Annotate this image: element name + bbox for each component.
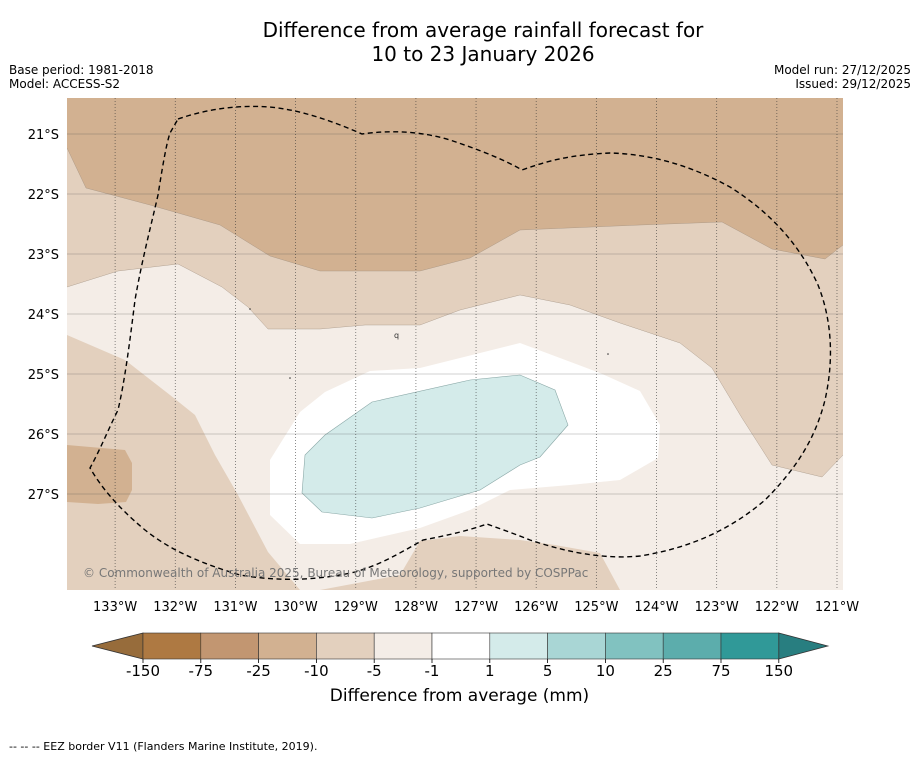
issued-date: Issued: 29/12/2025 — [795, 77, 911, 91]
lat-label: 21°S — [28, 128, 59, 143]
lat-label: 24°S — [28, 308, 59, 323]
colorbar-segment — [605, 632, 664, 660]
base-period: Base period: 1981-2018 — [9, 63, 154, 77]
lon-label: 124°W — [634, 600, 678, 615]
lat-label: 25°S — [28, 368, 59, 383]
title-line-1: Difference from average rainfall forecas… — [262, 18, 704, 42]
colorbar-segment — [316, 632, 375, 660]
colorbar-segment — [373, 632, 433, 660]
colorbar-segment — [720, 632, 780, 660]
colorbar-segment — [258, 632, 317, 660]
colorbar-tick-label: 5 — [543, 662, 553, 680]
model-name: Model: ACCESS-S2 — [9, 77, 121, 91]
colorbar-segment — [142, 632, 202, 660]
band-minus25-west — [67, 445, 132, 504]
lon-label: 133°W — [93, 600, 137, 615]
lon-label: 123°W — [695, 600, 739, 615]
lon-label: 125°W — [574, 600, 618, 615]
colorbar-segment — [489, 632, 548, 660]
colorbar-segment — [200, 632, 259, 660]
island-dot — [607, 353, 609, 355]
lon-label: 131°W — [213, 600, 257, 615]
graticule — [67, 98, 843, 590]
lon-label: 128°W — [394, 600, 438, 615]
lat-label: 26°S — [28, 428, 59, 443]
lat-label: 27°S — [28, 488, 59, 503]
lon-label: 127°W — [454, 600, 498, 615]
copyright-text: © Commonwealth of Australia 2025, Bureau… — [83, 566, 588, 580]
colorbar-tick-label: -75 — [189, 662, 214, 680]
colorbar-tick-label: -1 — [425, 662, 440, 680]
lat-axis-labels: 21°S 22°S 23°S 24°S 25°S 26°S 27°S — [28, 128, 59, 503]
colorbar-tick-label: -5 — [367, 662, 382, 680]
lon-label: 130°W — [274, 600, 318, 615]
colorbar-tick-label: -150 — [126, 662, 160, 680]
lon-label: 132°W — [153, 600, 197, 615]
meta-left: Base period: 1981-2018 Model: ACCESS-S2 — [9, 63, 154, 91]
island-marks: q — [249, 308, 609, 379]
lon-label: 122°W — [755, 600, 799, 615]
title-line-2: 10 to 23 January 2026 — [371, 42, 595, 66]
contour-lines — [67, 147, 843, 478]
colorbar-tick-label: -10 — [304, 662, 329, 680]
colorbar-over-arrow — [778, 632, 830, 660]
lon-label: 129°W — [334, 600, 378, 615]
colorbar-tick-label: 1 — [485, 662, 495, 680]
colorbar-label: Difference from average (mm) — [329, 686, 590, 706]
footnote: -- -- -- EEZ border V11 (Flanders Marine… — [9, 740, 318, 753]
colorbar-tick-label: 10 — [596, 662, 615, 680]
lat-grid-lines — [67, 133, 843, 495]
colorbar-tick-label: 25 — [654, 662, 673, 680]
colorbar-segment — [431, 632, 491, 660]
island-mark: q — [394, 331, 399, 340]
band-plus1 — [301, 374, 569, 519]
model-run: Model run: 27/12/2025 — [773, 63, 911, 77]
rainfall-map: q © Commonwealth of Australia 2025, Bure… — [67, 98, 843, 590]
island-dot — [289, 377, 291, 379]
chart-title: Difference from average rainfall forecas… — [0, 18, 919, 66]
band-minus25-north — [67, 98, 843, 271]
colorbar-tick-label: 75 — [711, 662, 730, 680]
colorbar-tick-label: 150 — [764, 662, 793, 680]
lon-label: 126°W — [514, 600, 558, 615]
meta-right: Model run: 27/12/2025 Issued: 29/12/2025 — [774, 63, 911, 91]
island-dot — [249, 308, 251, 310]
colorbar: -150 -75 -25 -10 -5 -1 1 5 10 25 75 150 — [91, 632, 830, 680]
colorbar-segment — [547, 632, 606, 660]
colorbar-under-arrow — [91, 632, 144, 660]
colorbar-segment — [662, 632, 722, 660]
lon-axis-labels: 133°W 132°W 131°W 130°W 129°W 128°W 127°W 126°W… — [93, 600, 859, 615]
lat-label: 23°S — [28, 248, 59, 263]
eez-border — [89, 105, 832, 580]
lat-label: 22°S — [28, 188, 59, 203]
colorbar-tick-label: -25 — [246, 662, 271, 680]
lon-grid-lines — [114, 98, 838, 590]
lon-label: 121°W — [815, 600, 859, 615]
